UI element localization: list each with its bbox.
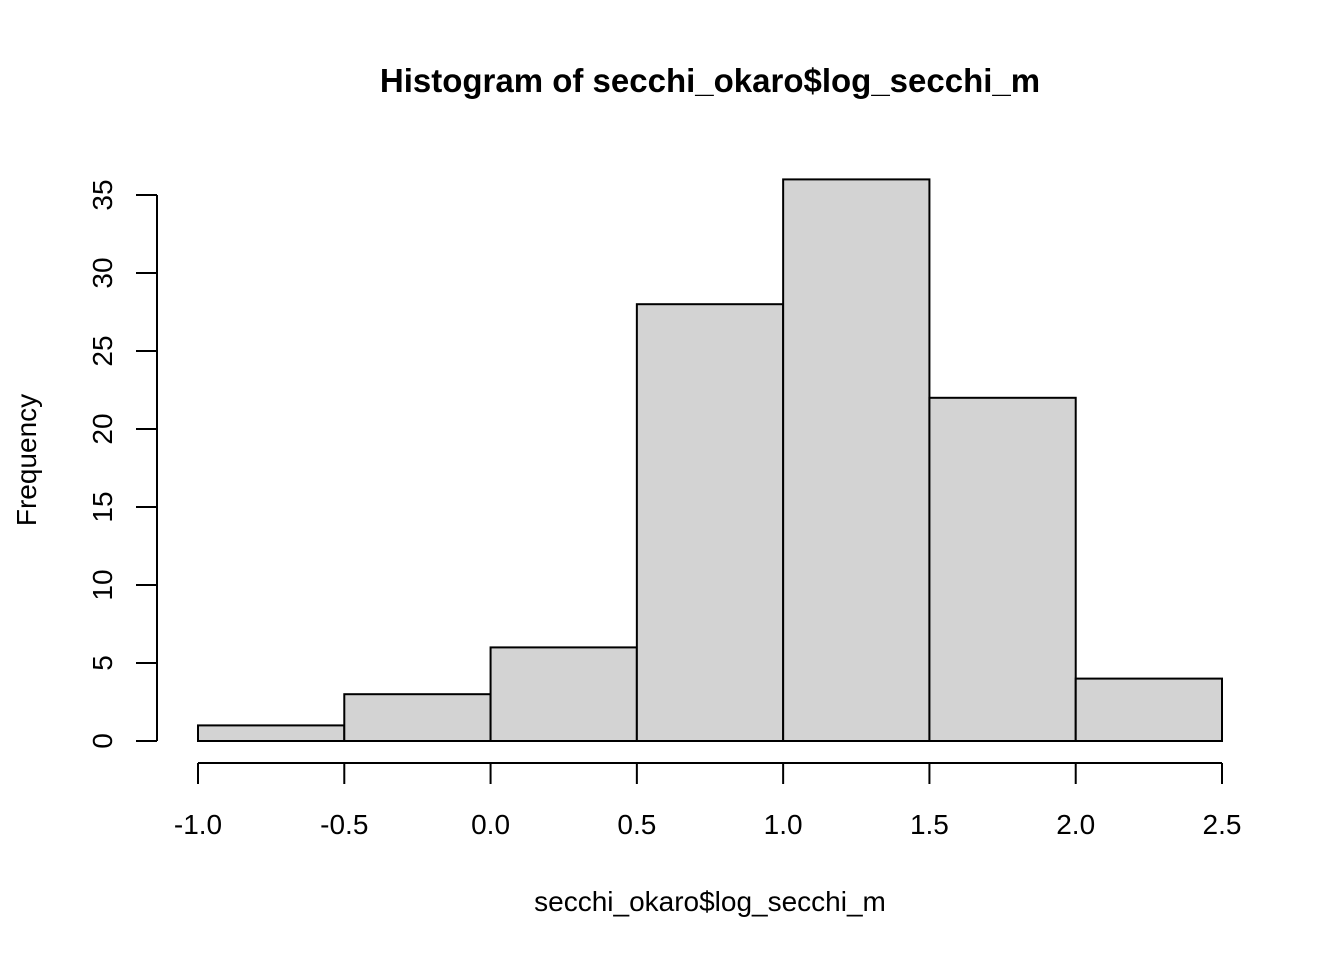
- bars-group: [197, 178, 1223, 743]
- x-axis: -1.0 -0.5 0.0 0.5 1.0 1.5 2.0 2.5: [174, 762, 1242, 840]
- chart-title: Histogram of secchi_okaro$log_secchi_m: [380, 62, 1040, 99]
- x-axis-label: secchi_okaro$log_secchi_m: [534, 886, 886, 917]
- x-tick-label: 1.0: [764, 809, 803, 840]
- x-tick-label: 0.0: [471, 809, 510, 840]
- y-axis: 0 5 10 15 20 25 30 35: [87, 179, 158, 749]
- histogram-bar-3: [489, 646, 638, 743]
- y-tick-label: 5: [87, 655, 118, 671]
- y-tick-label: 30: [87, 257, 118, 288]
- histogram-bar-7: [1074, 677, 1223, 742]
- y-axis-label: Frequency: [11, 394, 42, 526]
- y-tick-label: 35: [87, 179, 118, 210]
- y-tick-label: 10: [87, 569, 118, 600]
- histogram-bar-6: [928, 396, 1077, 742]
- histogram-bar-5: [782, 178, 931, 742]
- x-tick-label: -1.0: [174, 809, 222, 840]
- histogram-bar-4: [635, 303, 785, 742]
- y-tick-label: 15: [87, 491, 118, 522]
- x-tick-label: 1.5: [910, 809, 949, 840]
- y-tick-label: 0: [87, 733, 118, 749]
- y-tick-label: 20: [87, 413, 118, 444]
- x-tick-label: -0.5: [320, 809, 368, 840]
- x-tick-label: 0.5: [617, 809, 656, 840]
- histogram-bar-2: [343, 693, 492, 743]
- histogram-bar-1: [197, 724, 346, 743]
- x-tick-label: 2.5: [1203, 809, 1242, 840]
- x-tick-label: 2.0: [1056, 809, 1095, 840]
- y-tick-label: 25: [87, 335, 118, 366]
